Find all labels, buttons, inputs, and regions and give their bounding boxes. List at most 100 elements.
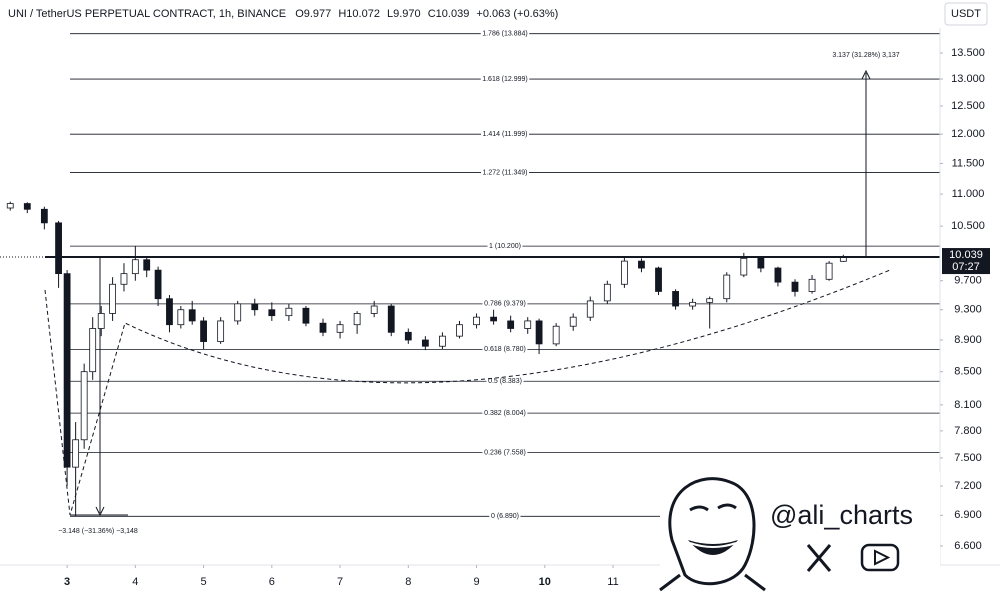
symbol: UNI / TetherUS PERPETUAL CONTRACT, 1h, B… xyxy=(8,8,286,20)
candle-body xyxy=(507,320,515,329)
y-tick-label: 6.900 xyxy=(954,509,982,521)
candle-body xyxy=(387,305,395,333)
candle-body xyxy=(302,307,310,324)
teeth xyxy=(689,542,737,548)
candle-body xyxy=(791,281,799,292)
y-tick-label: 12.500 xyxy=(951,100,985,112)
candle-body xyxy=(268,309,276,317)
play-icon xyxy=(874,549,891,566)
youtube-icon xyxy=(860,543,900,572)
ohlc-change: +0.063 (+0.63%) xyxy=(476,8,558,20)
fib-label: 1 (10.200) xyxy=(489,243,521,250)
candle-body xyxy=(63,273,71,468)
x-tick-label: 4 xyxy=(132,576,138,588)
y-tick-label: 6.600 xyxy=(954,540,982,552)
y-tick-label: 10.500 xyxy=(951,220,985,232)
candle-body xyxy=(404,331,412,341)
candle-body xyxy=(319,322,327,333)
y-tick-label: 8.500 xyxy=(954,366,982,378)
candle-body xyxy=(120,273,128,285)
candle-body xyxy=(808,278,816,292)
x-tick-label: 7 xyxy=(337,576,343,588)
candle-body xyxy=(55,222,62,275)
x-tick-label: 9 xyxy=(473,576,479,588)
candle-body xyxy=(603,283,611,302)
candle-body xyxy=(143,259,151,271)
y-tick-label: 13.000 xyxy=(951,73,985,85)
target-arrow-head xyxy=(861,69,871,80)
x-tick-label: 3 xyxy=(64,576,70,588)
candle-body xyxy=(188,309,196,322)
x-icon xyxy=(806,544,832,572)
y-tick-label: 11.000 xyxy=(952,188,985,200)
candle-body xyxy=(524,320,532,329)
target-label: 3.137 (31.28%) 3,137 xyxy=(832,52,899,59)
candle-body xyxy=(285,307,293,317)
y-tick-label: 13.500 xyxy=(951,47,985,59)
drop-label: −3.148 (−31.36%) −3,148 xyxy=(58,528,138,535)
y-tick-label: 9.300 xyxy=(954,304,982,316)
y-tick-label: 9.700 xyxy=(954,275,982,287)
watermark: @ali_charts xyxy=(659,472,940,594)
price-badge xyxy=(942,248,990,275)
candle-body xyxy=(456,324,463,337)
fib-label: 1.786 (13.884) xyxy=(482,31,528,38)
candle-body xyxy=(757,257,765,269)
candle-body xyxy=(131,259,139,275)
candle-body xyxy=(689,301,697,307)
y-tick-label: 12.000 xyxy=(951,128,985,140)
candle-body xyxy=(353,313,361,326)
face xyxy=(668,477,756,586)
x-tick-label: 5 xyxy=(201,576,207,588)
candle-body xyxy=(72,439,80,468)
ohlc-high: H10.072 xyxy=(338,8,380,20)
candle-body xyxy=(89,328,97,373)
candle-body xyxy=(586,300,594,318)
candle-body xyxy=(439,335,446,347)
candle-body xyxy=(740,257,748,276)
candle-body xyxy=(336,324,344,333)
currency[interactable]: USDT xyxy=(951,8,981,20)
fib-label: 1.414 (11.999) xyxy=(482,131,527,138)
header: UNI / TetherUS PERPETUAL CONTRACT, 1h, B… xyxy=(8,8,558,20)
y-tick-label: 7.200 xyxy=(954,480,982,492)
candle-body xyxy=(672,291,679,307)
candle-body xyxy=(109,283,116,314)
candle-body xyxy=(655,267,662,292)
x-tick-label: 8 xyxy=(405,576,411,588)
candle-body xyxy=(552,325,560,345)
fib-label: 1.272 (11.349) xyxy=(482,169,527,176)
x-tick-label: 6 xyxy=(269,576,275,588)
candle-body xyxy=(825,262,833,280)
price-badge-countdown: 07:27 xyxy=(952,261,980,273)
candle-body xyxy=(166,298,173,326)
fib-label: 0.618 (8.780) xyxy=(484,346,526,353)
x-tick-label: 10 xyxy=(539,576,551,588)
trend-curve xyxy=(44,269,891,516)
candle-body xyxy=(23,203,31,210)
ohlc-low: L9.970 xyxy=(387,8,421,20)
y-tick-label: 8.100 xyxy=(954,399,982,411)
y-tick-label: 11.500 xyxy=(952,157,985,169)
candle-body xyxy=(490,316,497,322)
candle-body xyxy=(706,298,714,303)
fib-label: 0.786 (9.379) xyxy=(484,301,526,308)
watermark-handle: @ali_charts xyxy=(770,500,913,530)
candle-body xyxy=(234,303,242,322)
candle-body xyxy=(421,339,429,347)
eyes xyxy=(689,503,737,512)
fib-label: 0.382 (8.004) xyxy=(484,410,526,417)
candle-body xyxy=(200,320,207,342)
candle-body xyxy=(473,316,480,326)
price-badge-value: 10.039 xyxy=(949,249,983,261)
fib-label: 0 (6.890) xyxy=(491,513,519,520)
fib-label: 1.618 (12.999) xyxy=(482,76,528,83)
candle-body xyxy=(6,203,14,209)
candles xyxy=(6,201,847,517)
fib-label: 0.236 (7.558) xyxy=(484,449,526,456)
currency-box[interactable] xyxy=(944,2,988,26)
ohlc-open: O9.977 xyxy=(295,8,331,20)
ohlc-close: C10.039 xyxy=(428,8,470,20)
candle-body xyxy=(251,303,259,311)
